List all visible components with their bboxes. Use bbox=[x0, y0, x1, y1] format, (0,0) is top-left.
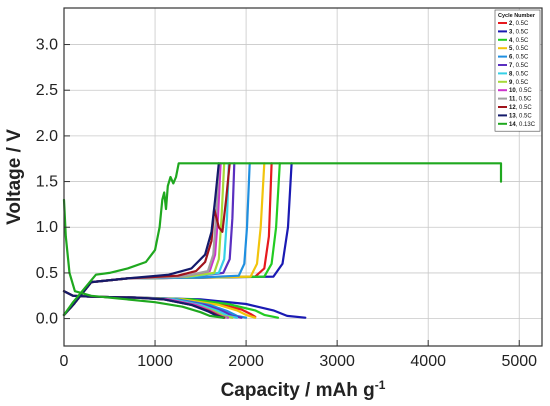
legend-c-rate: , 0.5C bbox=[512, 71, 529, 77]
legend-entry-label: 14, 0.13C bbox=[509, 122, 536, 128]
legend-cycle-number: 5 bbox=[509, 46, 513, 52]
series-charge-line bbox=[62, 162, 230, 316]
legend-cycle-number: 11 bbox=[509, 97, 516, 103]
legend-entry-label: 12, 0.5C bbox=[509, 105, 532, 111]
legend-title: Cycle Number bbox=[498, 13, 536, 19]
legend-entry-label: 3, 0.5C bbox=[509, 29, 529, 35]
legend-entry-label: 11, 0.5C bbox=[509, 97, 532, 103]
y-tick-label: 0.0 bbox=[36, 311, 58, 328]
legend-cycle-number: 14 bbox=[509, 122, 516, 128]
x-tick-label: 0 bbox=[60, 353, 69, 370]
legend-c-rate: , 0.5C bbox=[516, 105, 533, 111]
legend-cycle-number: 7 bbox=[509, 63, 513, 69]
tick-layer: 0 1000 2000 3000 4000 5000 0.0 0.5 1.0 1.5 2.0 2.5 3… bbox=[36, 37, 537, 370]
x-tick-label: 3000 bbox=[319, 353, 355, 370]
legend-c-rate: , 0.5C bbox=[512, 46, 529, 52]
series-charge-line bbox=[62, 162, 293, 316]
y-tick-label: 2.0 bbox=[36, 128, 58, 145]
x-tick-label: 4000 bbox=[410, 353, 446, 370]
legend-c-rate: , 0.5C bbox=[516, 88, 533, 94]
y-tick-label: 0.5 bbox=[36, 265, 58, 282]
legend-cycle-number: 9 bbox=[509, 80, 513, 86]
legend-cycle-number: 3 bbox=[509, 29, 513, 35]
legend: Cycle Number 2, 0.5C3, 0.5C4, 0.5C5, 0.5… bbox=[494, 9, 541, 132]
legend-c-rate: , 0.5C bbox=[512, 63, 529, 69]
legend-entry-label: 8, 0.5C bbox=[509, 71, 529, 77]
y-tick-label: 1.5 bbox=[36, 174, 58, 191]
legend-cycle-number: 10 bbox=[509, 88, 516, 94]
series-layer bbox=[62, 162, 503, 319]
x-axis-label: Capacity / mAh g bbox=[221, 380, 375, 401]
legend-cycle-number: 12 bbox=[509, 105, 516, 111]
legend-entry-label: 5, 0.5C bbox=[509, 46, 529, 52]
legend-entry-label: 10, 0.5C bbox=[509, 88, 532, 94]
legend-c-rate: , 0.5C bbox=[512, 38, 529, 44]
series-discharge-line bbox=[62, 198, 225, 319]
x-tick-label: 2000 bbox=[228, 353, 264, 370]
y-tick-label: 3.0 bbox=[36, 37, 58, 54]
y-axis-title: Voltage / V bbox=[4, 129, 25, 225]
legend-c-rate: , 0.5C bbox=[512, 80, 529, 86]
grid-layer bbox=[63, 8, 542, 346]
series-charge-line bbox=[62, 162, 222, 316]
x-tick-label: 1000 bbox=[137, 353, 173, 370]
y-tick-label: 1.0 bbox=[36, 219, 58, 236]
x-tick-label: 5000 bbox=[501, 353, 537, 370]
legend-cycle-number: 2 bbox=[509, 21, 513, 27]
series-charge-line bbox=[62, 162, 226, 316]
plot-frame bbox=[63, 7, 543, 347]
x-axis-label-superscript: -1 bbox=[375, 378, 386, 392]
legend-entries: 2, 0.5C3, 0.5C4, 0.5C5, 0.5C6, 0.5C7, 0.… bbox=[498, 21, 536, 128]
legend-cycle-number: 13 bbox=[509, 113, 516, 119]
legend-entry-label: 13, 0.5C bbox=[509, 113, 532, 119]
legend-c-rate: , 0.5C bbox=[516, 113, 533, 119]
legend-cycle-number: 4 bbox=[509, 38, 513, 44]
series-charge-line bbox=[62, 162, 220, 316]
legend-c-rate: , 0.5C bbox=[512, 55, 529, 61]
x-axis-title: Capacity / mAh g-1 bbox=[221, 378, 386, 401]
legend-c-rate: , 0.5C bbox=[512, 29, 529, 35]
legend-entry-label: 9, 0.5C bbox=[509, 80, 529, 86]
legend-entry-label: 7, 0.5C bbox=[509, 63, 529, 69]
series-charge-line bbox=[62, 162, 220, 316]
legend-entry-label: 2, 0.5C bbox=[509, 21, 529, 27]
y-tick-label: 2.5 bbox=[36, 82, 58, 99]
legend-box bbox=[494, 9, 541, 132]
series-charge-line bbox=[62, 162, 281, 316]
legend-entry-label: 4, 0.5C bbox=[509, 38, 529, 44]
legend-cycle-number: 6 bbox=[509, 55, 513, 61]
legend-c-rate: , 0.13C bbox=[516, 122, 536, 128]
series-charge-line bbox=[62, 162, 503, 316]
legend-entry-label: 6, 0.5C bbox=[509, 55, 529, 61]
legend-c-rate: , 0.5C bbox=[512, 21, 529, 27]
series-charge-line bbox=[62, 162, 231, 316]
legend-cycle-number: 8 bbox=[509, 71, 513, 77]
legend-c-rate: , 0.5C bbox=[515, 97, 532, 103]
